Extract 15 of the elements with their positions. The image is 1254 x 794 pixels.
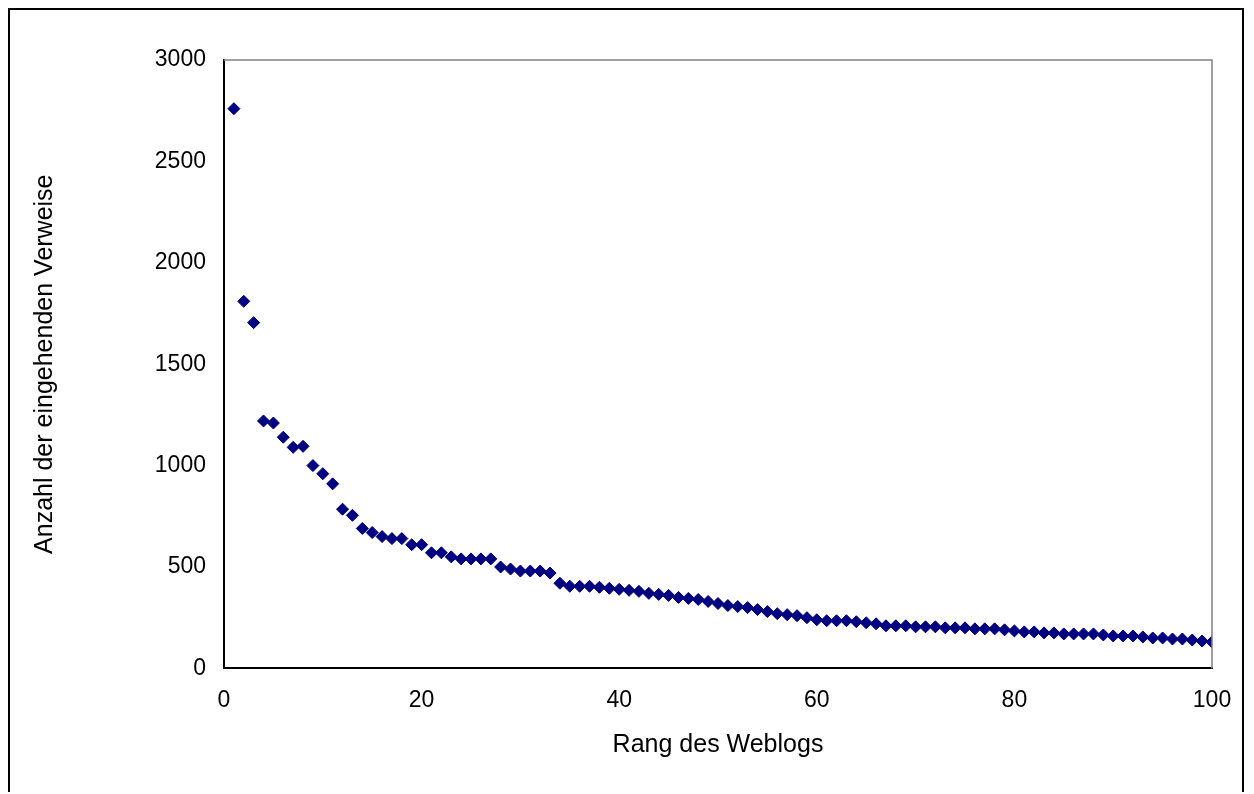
x-tick-label: 0 [217, 685, 231, 712]
y-tick-label: 0 [193, 653, 206, 680]
x-axis-title: Rang des Weblogs [612, 728, 824, 757]
x-tick-label: 60 [804, 685, 830, 712]
y-tick-label: 2000 [154, 248, 206, 275]
x-tick-label: 80 [1001, 685, 1028, 712]
y-tick-label: 1000 [154, 450, 206, 477]
y-tick-label: 2500 [154, 146, 206, 173]
x-tick-label: 20 [408, 685, 435, 712]
y-tick-label: 1500 [154, 349, 206, 376]
y-tick-label: 500 [167, 552, 206, 579]
y-tick-label: 3000 [154, 45, 206, 72]
x-tick-label: 40 [606, 685, 632, 712]
x-tick-label: 100 [1192, 685, 1232, 712]
y-axis-title: Anzahl der eingehenden Verweise [28, 174, 57, 554]
